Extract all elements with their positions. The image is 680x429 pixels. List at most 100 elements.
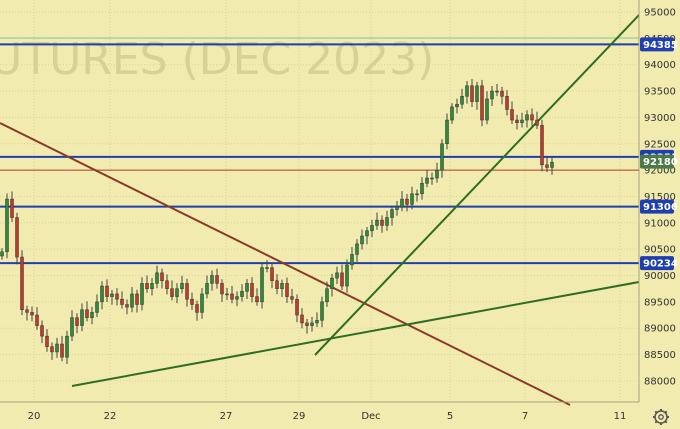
candle (310, 322, 314, 326)
candle (515, 119, 519, 123)
candle (365, 230, 369, 237)
candle (285, 283, 289, 297)
candle (70, 317, 74, 337)
candle (435, 169, 439, 179)
level-price-label (640, 256, 674, 271)
y-tick-label: 90000 (644, 271, 676, 282)
candle (100, 285, 104, 303)
candle (445, 119, 449, 145)
candle (5, 198, 9, 253)
candle (95, 301, 99, 313)
candle (240, 291, 244, 297)
candle (205, 283, 209, 295)
candle (15, 217, 19, 258)
current-price-text: 92180 (643, 157, 678, 168)
candle (215, 275, 219, 284)
level-lines (0, 37, 639, 265)
candle (405, 198, 409, 205)
candle (315, 320, 319, 324)
candle (540, 125, 544, 166)
candle (290, 296, 294, 300)
level-price-text: 90234 (643, 259, 678, 270)
candle (355, 243, 359, 255)
candle (340, 272, 344, 287)
candle (275, 280, 279, 289)
candle (160, 272, 164, 282)
candle (195, 304, 199, 313)
candle (175, 288, 179, 297)
y-tick-label: 89000 (644, 324, 676, 335)
candle (335, 272, 339, 279)
candle (280, 283, 284, 289)
candle (480, 85, 484, 121)
level-price-label (640, 37, 674, 52)
candle (60, 343, 64, 358)
candle (350, 254, 354, 266)
candle (475, 85, 479, 102)
candle (490, 90, 494, 100)
candle (415, 193, 419, 196)
candle (180, 283, 184, 289)
x-tick-label: 5 (447, 411, 453, 422)
candle (345, 264, 349, 287)
x-tick-label: 7 (522, 411, 528, 422)
y-tick-label: 91000 (644, 218, 676, 229)
y-tick-label: 88500 (644, 350, 676, 361)
y-tick-label: 90500 (644, 245, 676, 256)
candle (360, 235, 364, 245)
y-tick-label: 93500 (644, 87, 676, 98)
gear-icon[interactable] (653, 409, 669, 425)
level-price-label (640, 199, 674, 214)
candle (525, 114, 529, 121)
candle (65, 335, 69, 358)
watermark: UTURES (DEC 2023) (0, 34, 434, 85)
y-tick-label: 89500 (644, 297, 676, 308)
candle (105, 285, 109, 297)
candle (170, 288, 174, 297)
candle (45, 335, 49, 347)
candle (470, 85, 474, 102)
candle (535, 119, 539, 126)
candle (305, 322, 309, 326)
x-tick-label: 20 (28, 411, 41, 422)
candle (210, 275, 214, 284)
x-tick-label: 27 (220, 411, 233, 422)
current-price-label (640, 154, 674, 169)
candle (375, 219, 379, 226)
candle (500, 90, 504, 97)
candle (120, 298, 124, 305)
candle (295, 298, 299, 316)
candle (430, 177, 434, 180)
candle (255, 296, 259, 303)
candle (55, 343, 59, 353)
y-tick-label: 92000 (644, 166, 676, 177)
candle (230, 293, 234, 300)
candle (495, 90, 499, 93)
grid (0, 0, 639, 402)
candle (135, 293, 139, 305)
steep-uptrend-line (314, 14, 640, 356)
candle (185, 283, 189, 300)
candle (115, 293, 119, 300)
candle (545, 164, 549, 168)
x-tick-label: Dec (361, 411, 380, 422)
candle (245, 283, 249, 292)
candle (150, 283, 154, 289)
candle (90, 312, 94, 318)
y-tick-label: 91500 (644, 192, 676, 203)
candle (505, 96, 509, 110)
y-tick-label: 94000 (644, 60, 676, 71)
candle (390, 209, 394, 218)
candle (465, 85, 469, 97)
candle (200, 293, 204, 313)
x-axis: 20 22 27 29 Dec 5 7 11 (28, 411, 627, 422)
candle (385, 217, 389, 226)
candle (190, 298, 194, 305)
candle (80, 309, 84, 326)
candle (225, 293, 229, 296)
candle (455, 103, 459, 108)
candle (220, 283, 224, 295)
candle (40, 325, 44, 337)
y-tick-label: 93000 (644, 113, 676, 124)
